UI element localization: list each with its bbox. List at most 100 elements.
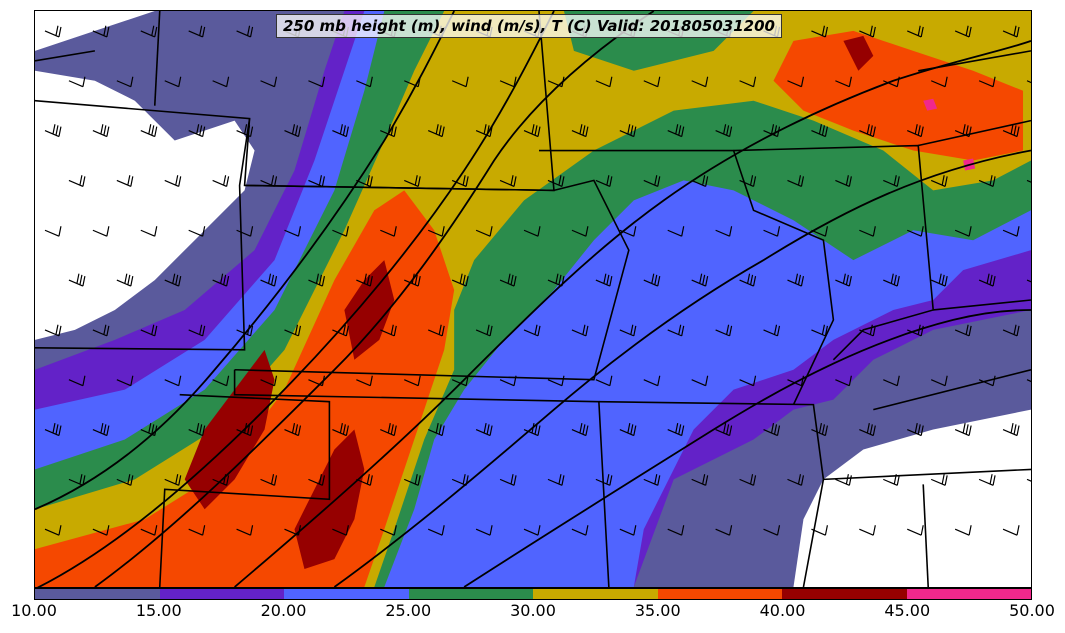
wind-barb	[332, 226, 349, 237]
wind-barb	[140, 25, 158, 38]
wind-barb	[188, 324, 206, 337]
wind-barb	[643, 375, 661, 387]
wind-barb	[547, 474, 565, 486]
wind-barb	[739, 375, 757, 387]
wind-barb	[883, 474, 900, 486]
wind-barb	[523, 525, 541, 536]
wind-barb	[116, 273, 134, 287]
wind-barb	[715, 423, 733, 437]
wind-barb	[404, 474, 421, 486]
wind-barb	[44, 25, 62, 38]
colorbar-ticks: 10.00 15.00 20.00 25.00 30.00 35.00 40.00 45.00…	[11, 601, 1055, 625]
wind-barb	[92, 25, 110, 38]
wind-barb	[475, 423, 493, 437]
wind-barb	[667, 525, 685, 536]
wind-barb	[212, 375, 230, 387]
wind-barb	[92, 324, 110, 337]
wind-barb	[691, 76, 709, 88]
wind-barb	[332, 423, 349, 437]
wind-barb	[1002, 525, 1020, 536]
wind-barb	[571, 525, 589, 536]
wind-barb	[284, 525, 302, 536]
wind-barb	[260, 474, 278, 486]
wind-barb	[907, 124, 924, 138]
wind-barb	[260, 76, 278, 88]
wind-barb	[260, 273, 278, 287]
wind-barb	[284, 226, 302, 237]
wind-barb	[404, 175, 421, 187]
wind-barb	[188, 525, 206, 536]
wind-barb	[547, 273, 565, 287]
wind-barb	[44, 423, 62, 437]
wind-barb	[427, 423, 445, 437]
colorbar-tick-label: 25.00	[385, 601, 432, 620]
wind-barb	[715, 525, 733, 536]
wind-barb	[595, 375, 613, 387]
wind-barb	[140, 324, 158, 337]
wind-barb	[787, 474, 805, 486]
wind-barb	[1002, 423, 1020, 437]
wind-barb	[787, 375, 805, 387]
wind-barb	[1026, 478, 1031, 482]
wind-barb	[739, 474, 757, 486]
wind-barb	[332, 124, 349, 138]
wind-barb	[236, 124, 254, 138]
wind-barb	[859, 324, 876, 337]
wind-barb	[763, 124, 781, 138]
wind-barb	[451, 375, 469, 387]
wind-barb	[140, 226, 158, 237]
wind-barb	[308, 76, 326, 88]
wind-barb	[691, 375, 709, 387]
wind-barb	[404, 375, 421, 387]
wind-barb	[811, 226, 828, 237]
wind-barb	[523, 423, 541, 437]
wind-barb	[811, 525, 828, 536]
wind-barb	[140, 525, 158, 536]
wind-barb	[236, 525, 254, 536]
colorbar-bin-6	[782, 589, 907, 599]
wind-barb	[212, 175, 230, 187]
wind-barb	[380, 124, 397, 138]
wind-barb	[643, 273, 661, 287]
wind-barb	[499, 76, 517, 88]
wind-barb	[811, 423, 828, 437]
wind-barb	[978, 76, 996, 88]
wind-barb	[140, 423, 158, 437]
wind-barb	[715, 324, 733, 337]
wind-barb	[164, 375, 182, 387]
wind-barb	[68, 76, 86, 88]
wind-barb	[332, 525, 349, 536]
wind-barb	[811, 324, 828, 337]
wind-speed-below-10-nw	[35, 70, 255, 340]
wind-barb	[1002, 124, 1020, 138]
wind-barb	[404, 273, 421, 287]
wind-barb	[954, 423, 972, 437]
wind-barb	[907, 525, 924, 536]
wind-barb	[907, 324, 924, 337]
wind-barb	[380, 423, 397, 437]
wind-barb	[260, 375, 278, 387]
wind-speed-35-40	[35, 30, 1024, 587]
wind-barb	[188, 25, 206, 38]
wind-barb	[763, 324, 781, 337]
wind-barb	[667, 124, 685, 138]
wind-barb	[404, 76, 421, 88]
wind-barb	[260, 175, 278, 187]
wind-barb	[451, 175, 469, 187]
wind-barb	[787, 76, 805, 88]
wind-barb	[308, 375, 326, 387]
wind-barb	[763, 423, 781, 437]
wind-barb	[116, 474, 134, 486]
wind-barb	[356, 474, 373, 486]
wind-speed-45-50	[923, 98, 976, 171]
wind-barb	[547, 76, 565, 88]
wind-barb	[1026, 179, 1031, 183]
colorbar-tick-label: 50.00	[1009, 601, 1055, 620]
wind-barb	[619, 525, 637, 536]
wind-barb	[427, 226, 445, 237]
wind-barb	[859, 525, 876, 536]
wind-barb	[164, 474, 182, 486]
wind-barb	[954, 124, 972, 138]
wind-barb	[883, 175, 900, 187]
wind-barb	[475, 226, 493, 237]
